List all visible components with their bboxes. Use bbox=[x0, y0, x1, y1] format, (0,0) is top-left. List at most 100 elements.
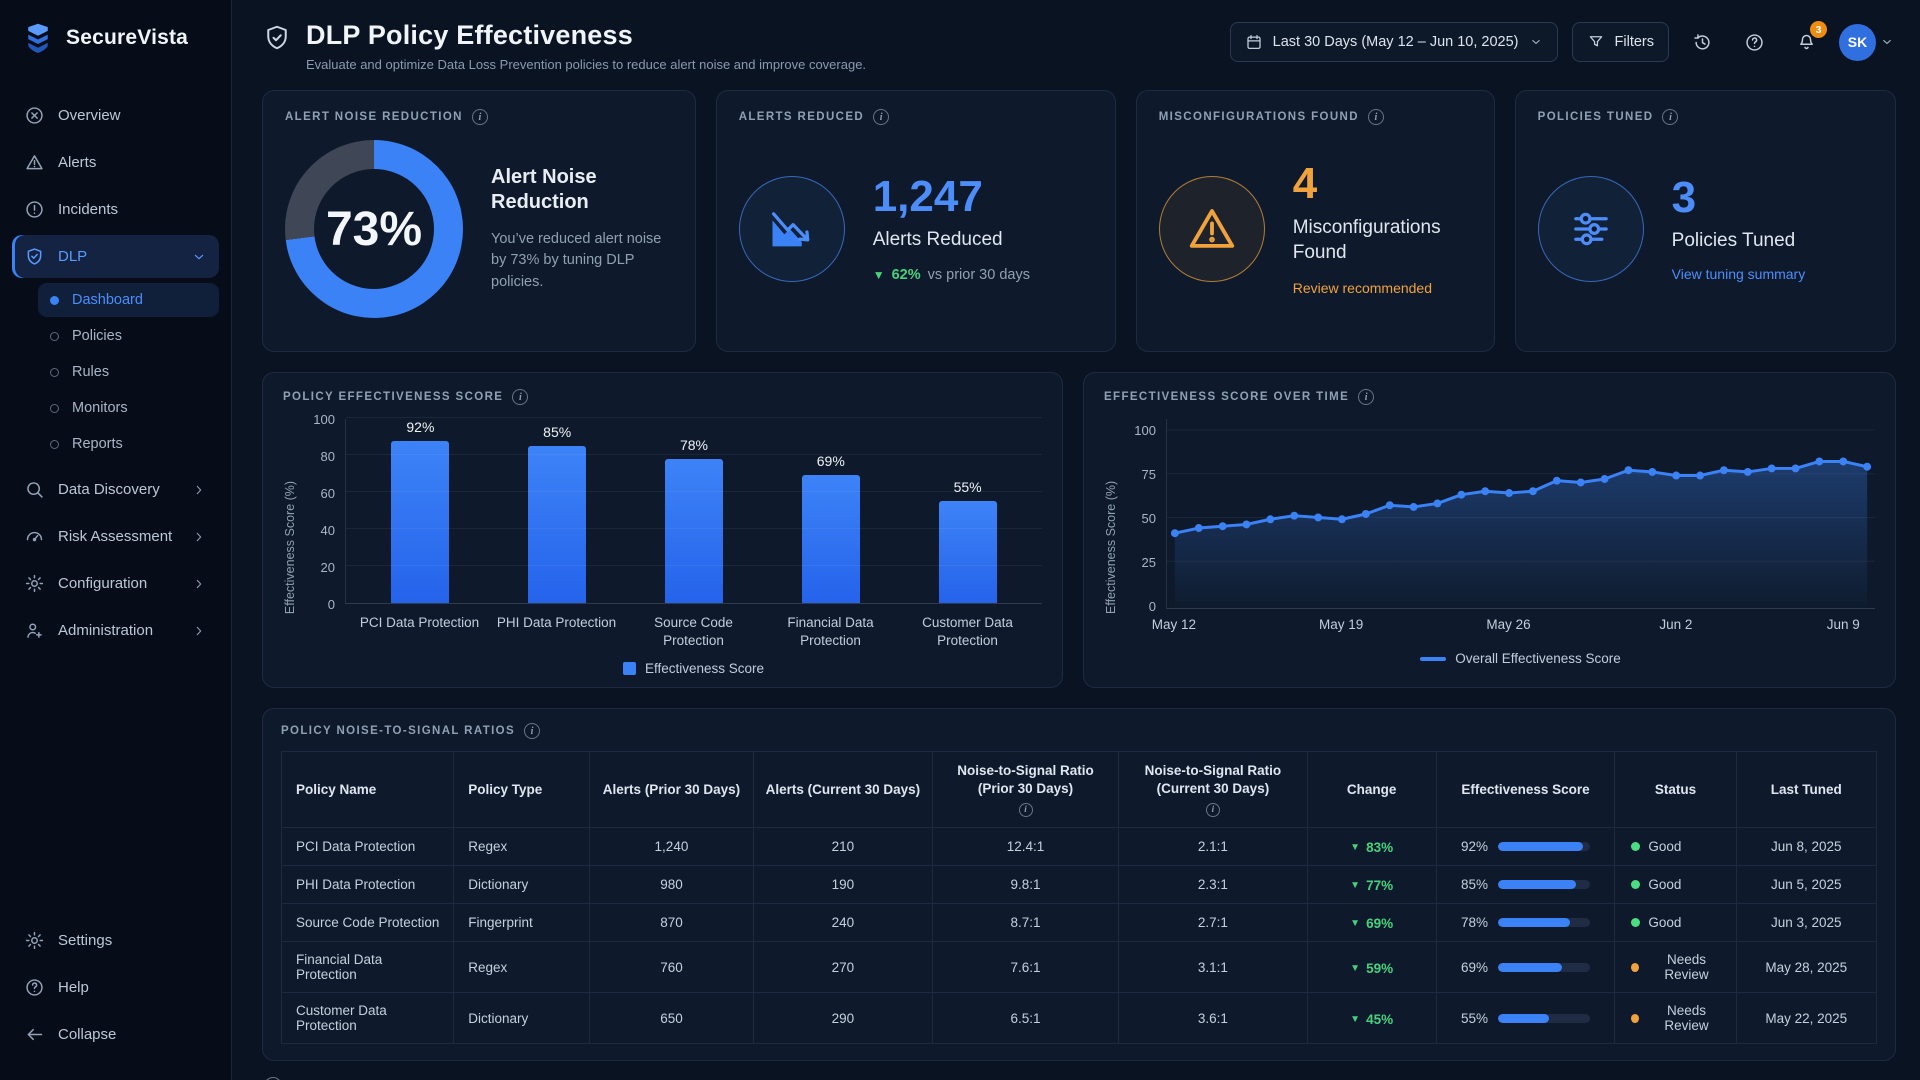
status-cell: Good bbox=[1614, 903, 1737, 943]
table-header: Policy Name Policy Type Alerts (Prior 30 D… bbox=[280, 750, 1878, 829]
last-updated-text: Last updated: Jun 10, 2025 10:30 AM bbox=[501, 1079, 717, 1080]
gridline bbox=[346, 454, 1042, 455]
info-icon[interactable]: i bbox=[873, 109, 890, 125]
topbar: DLP Policy Effectiveness Evaluate and op… bbox=[232, 0, 1920, 82]
view-tuning-summary-link[interactable]: View tuning summary bbox=[1671, 266, 1806, 282]
legend-line-swatch bbox=[1420, 656, 1447, 661]
sidebar-subitem-rules[interactable]: Rules bbox=[38, 355, 219, 389]
chevron-right-icon bbox=[191, 623, 207, 639]
last-tuned-cell: Jun 8, 2025 bbox=[1735, 827, 1878, 867]
y-tick-label: 0 bbox=[327, 597, 335, 612]
info-icon[interactable]: i bbox=[1018, 803, 1033, 818]
bullet-icon bbox=[50, 331, 59, 341]
info-icon[interactable]: i bbox=[1367, 109, 1384, 125]
alerts-current-cell: 210 bbox=[753, 827, 933, 867]
nsr-current-cell: 2.3:1 bbox=[1118, 865, 1308, 905]
alerts-current-cell: 240 bbox=[753, 903, 933, 943]
help-button[interactable] bbox=[1735, 23, 1773, 61]
alerts-icon bbox=[24, 152, 45, 173]
sidebar-subitem-label: Policies bbox=[72, 328, 122, 344]
status-dot-icon bbox=[1631, 880, 1641, 890]
score-bar-fill bbox=[1498, 1013, 1549, 1023]
table-row-financial-data-protection: Financial Data Protection Regex 760 270 7.6:… bbox=[280, 941, 1878, 994]
sidebar-item-label: Help bbox=[58, 979, 89, 996]
kpi-label: POLICIES TUNED bbox=[1537, 111, 1654, 123]
policy-type-cell: Regex bbox=[453, 941, 590, 994]
info-icon[interactable]: i bbox=[471, 109, 488, 125]
date-range-label: Last 30 Days (May 12 – Jun 10, 2025) bbox=[1272, 34, 1519, 50]
bar-y-axis-title: Effectiveness Score (%) bbox=[283, 480, 297, 615]
sliders-icon bbox=[1537, 176, 1644, 282]
info-icon[interactable]: i bbox=[524, 723, 541, 739]
sidebar-item-dlp[interactable]: DLP bbox=[12, 235, 219, 278]
info-icon[interactable]: i bbox=[1662, 109, 1679, 125]
info-icon[interactable]: i bbox=[512, 389, 529, 405]
y-tick-label: 100 bbox=[1134, 423, 1156, 438]
sidebar-item-risk-assessment[interactable]: Risk Assessment bbox=[12, 515, 219, 558]
sidebar-item-data-discovery[interactable]: Data Discovery bbox=[12, 468, 219, 511]
user-menu[interactable]: SK bbox=[1839, 23, 1894, 61]
sidebar-item-settings[interactable]: Settings bbox=[12, 919, 219, 962]
effectiveness-score-cell: 55% bbox=[1435, 992, 1616, 1045]
sidebar-item-administration[interactable]: Administration bbox=[12, 609, 219, 652]
chevron-down-icon bbox=[191, 249, 207, 265]
sidebar-item-overview[interactable]: Overview bbox=[12, 94, 219, 137]
sidebar-item-collapse[interactable]: Collapse bbox=[12, 1013, 219, 1056]
nsr-current-cell: 3.6:1 bbox=[1118, 992, 1308, 1045]
kpi-label: MISCONFIGURATIONS FOUND bbox=[1158, 111, 1359, 123]
sidebar-subitem-dashboard[interactable]: Dashboard bbox=[38, 283, 219, 317]
notifications-button[interactable]: 3 bbox=[1787, 21, 1827, 61]
info-icon[interactable]: i bbox=[1205, 803, 1220, 818]
donut-percent: 73% bbox=[325, 202, 423, 256]
bar-value-label: 55% bbox=[953, 479, 982, 496]
sidebar-item-configuration[interactable]: Configuration bbox=[12, 562, 219, 605]
bullet-icon bbox=[50, 367, 59, 377]
warning-triangle-icon bbox=[1158, 176, 1265, 282]
sidebar-item-help[interactable]: Help bbox=[12, 966, 219, 1009]
review-recommended-link[interactable]: Review recommended bbox=[1292, 279, 1433, 296]
bar bbox=[391, 441, 450, 603]
sidebar-subitem-monitors[interactable]: Monitors bbox=[38, 391, 219, 425]
gridline bbox=[346, 417, 1042, 418]
brand-name: SecureVista bbox=[66, 26, 189, 49]
sidebar-subitem-policies[interactable]: Policies bbox=[38, 319, 219, 353]
filters-button[interactable]: Filters bbox=[1571, 22, 1669, 62]
column-header-change: Change bbox=[1306, 750, 1437, 829]
bar-value-label: 92% bbox=[406, 419, 435, 435]
dashboard-content: ALERT NOISE REDUCTION i 73% Alert Noise … bbox=[232, 82, 1920, 1080]
line-y-axis: 0 25 50 75 100 bbox=[1124, 419, 1166, 614]
help-icon bbox=[24, 977, 45, 998]
kpi-title: Policies Tuned bbox=[1671, 230, 1796, 251]
status-dot-icon bbox=[1631, 918, 1641, 928]
x-tick-label: May 26 bbox=[1486, 617, 1531, 632]
score-bar-fill bbox=[1498, 962, 1562, 972]
nsr-prior-cell: 6.5:1 bbox=[931, 992, 1120, 1045]
bar bbox=[938, 501, 997, 603]
sidebar-item-incidents[interactable]: Incidents bbox=[12, 188, 219, 231]
date-range-button[interactable]: Last 30 Days (May 12 – Jun 10, 2025) bbox=[1229, 22, 1558, 62]
sidebar-item-alerts[interactable]: Alerts bbox=[12, 141, 219, 184]
sidebar-item-label: Overview bbox=[58, 107, 121, 124]
x-tick-label: May 12 bbox=[1151, 617, 1196, 632]
change-cell: ▼ 45% bbox=[1306, 992, 1437, 1045]
x-tick-label: Jun 9 bbox=[1826, 617, 1860, 632]
bar-value-label: 85% bbox=[543, 423, 572, 440]
trend-down-icon bbox=[738, 176, 845, 282]
nsr-current-cell: 2.1:1 bbox=[1118, 827, 1308, 867]
sidebar-item-label: Alerts bbox=[58, 154, 97, 171]
y-tick-label: 20 bbox=[320, 560, 335, 575]
score-bar-track bbox=[1498, 918, 1591, 928]
history-button[interactable] bbox=[1683, 23, 1721, 61]
effectiveness-score-cell: 78% bbox=[1435, 903, 1616, 943]
sidebar-subitem-reports[interactable]: Reports bbox=[38, 427, 219, 461]
bar-chart-card: POLICY EFFECTIVENESS SCORE i Effectivene… bbox=[262, 372, 1063, 688]
status-cell: Good bbox=[1614, 865, 1737, 905]
info-icon[interactable]: i bbox=[1358, 389, 1375, 405]
alerts-current-cell: 270 bbox=[753, 941, 933, 994]
sidebar-item-label: Settings bbox=[58, 932, 113, 949]
refresh-footnote: i Data is refreshed every 15 minutes. La… bbox=[264, 1077, 1894, 1080]
filter-funnel-icon bbox=[1587, 33, 1605, 51]
score-bar-track bbox=[1498, 842, 1591, 852]
nsr-prior-cell: 8.7:1 bbox=[931, 903, 1120, 943]
change-cell: ▼ 59% bbox=[1306, 941, 1437, 994]
